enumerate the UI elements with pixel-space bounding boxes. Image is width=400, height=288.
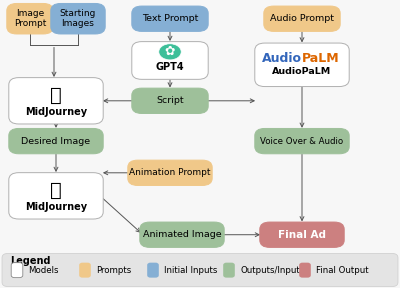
Text: Text Prompt: Text Prompt xyxy=(142,14,198,23)
FancyBboxPatch shape xyxy=(299,263,311,278)
FancyBboxPatch shape xyxy=(7,3,53,34)
FancyBboxPatch shape xyxy=(132,88,208,113)
FancyBboxPatch shape xyxy=(2,253,398,287)
Text: ⛵: ⛵ xyxy=(50,86,62,105)
FancyBboxPatch shape xyxy=(255,43,349,86)
FancyBboxPatch shape xyxy=(9,128,103,154)
Text: ⛵: ⛵ xyxy=(50,181,62,200)
Text: Final Ad: Final Ad xyxy=(278,230,326,240)
Circle shape xyxy=(159,44,181,60)
Text: Outputs/Inputs: Outputs/Inputs xyxy=(240,266,304,275)
Text: Voice Over & Audio: Voice Over & Audio xyxy=(260,137,344,146)
Text: MidJourney: MidJourney xyxy=(25,202,87,212)
FancyBboxPatch shape xyxy=(223,263,235,278)
Text: Prompts: Prompts xyxy=(96,266,131,275)
Text: Script: Script xyxy=(156,96,184,105)
Text: Legend: Legend xyxy=(10,256,50,266)
Text: Starting
Images: Starting Images xyxy=(60,9,96,29)
FancyBboxPatch shape xyxy=(11,263,23,278)
Text: Desired Image: Desired Image xyxy=(22,137,90,146)
FancyBboxPatch shape xyxy=(255,128,349,154)
Text: Models: Models xyxy=(28,266,58,275)
Text: GPT4: GPT4 xyxy=(156,62,184,72)
Text: Animated Image: Animated Image xyxy=(143,230,221,239)
FancyBboxPatch shape xyxy=(147,263,159,278)
FancyBboxPatch shape xyxy=(51,3,105,34)
FancyBboxPatch shape xyxy=(132,41,208,79)
FancyBboxPatch shape xyxy=(9,78,103,124)
FancyBboxPatch shape xyxy=(9,173,103,219)
FancyBboxPatch shape xyxy=(132,6,208,31)
Text: Audio Prompt: Audio Prompt xyxy=(270,14,334,23)
Text: Initial Inputs: Initial Inputs xyxy=(164,266,217,275)
FancyBboxPatch shape xyxy=(260,222,344,247)
Text: Audio: Audio xyxy=(262,52,302,65)
FancyBboxPatch shape xyxy=(264,6,340,31)
FancyBboxPatch shape xyxy=(128,160,212,185)
Text: Image
Prompt: Image Prompt xyxy=(14,9,46,29)
Text: AudioPaLM: AudioPaLM xyxy=(272,67,332,76)
FancyBboxPatch shape xyxy=(79,263,91,278)
Text: PaLM: PaLM xyxy=(302,52,340,65)
Text: ✿: ✿ xyxy=(165,45,175,58)
Text: Animation Prompt: Animation Prompt xyxy=(129,168,211,177)
Text: MidJourney: MidJourney xyxy=(25,107,87,117)
FancyBboxPatch shape xyxy=(140,222,224,247)
Text: Final Output: Final Output xyxy=(316,266,369,275)
